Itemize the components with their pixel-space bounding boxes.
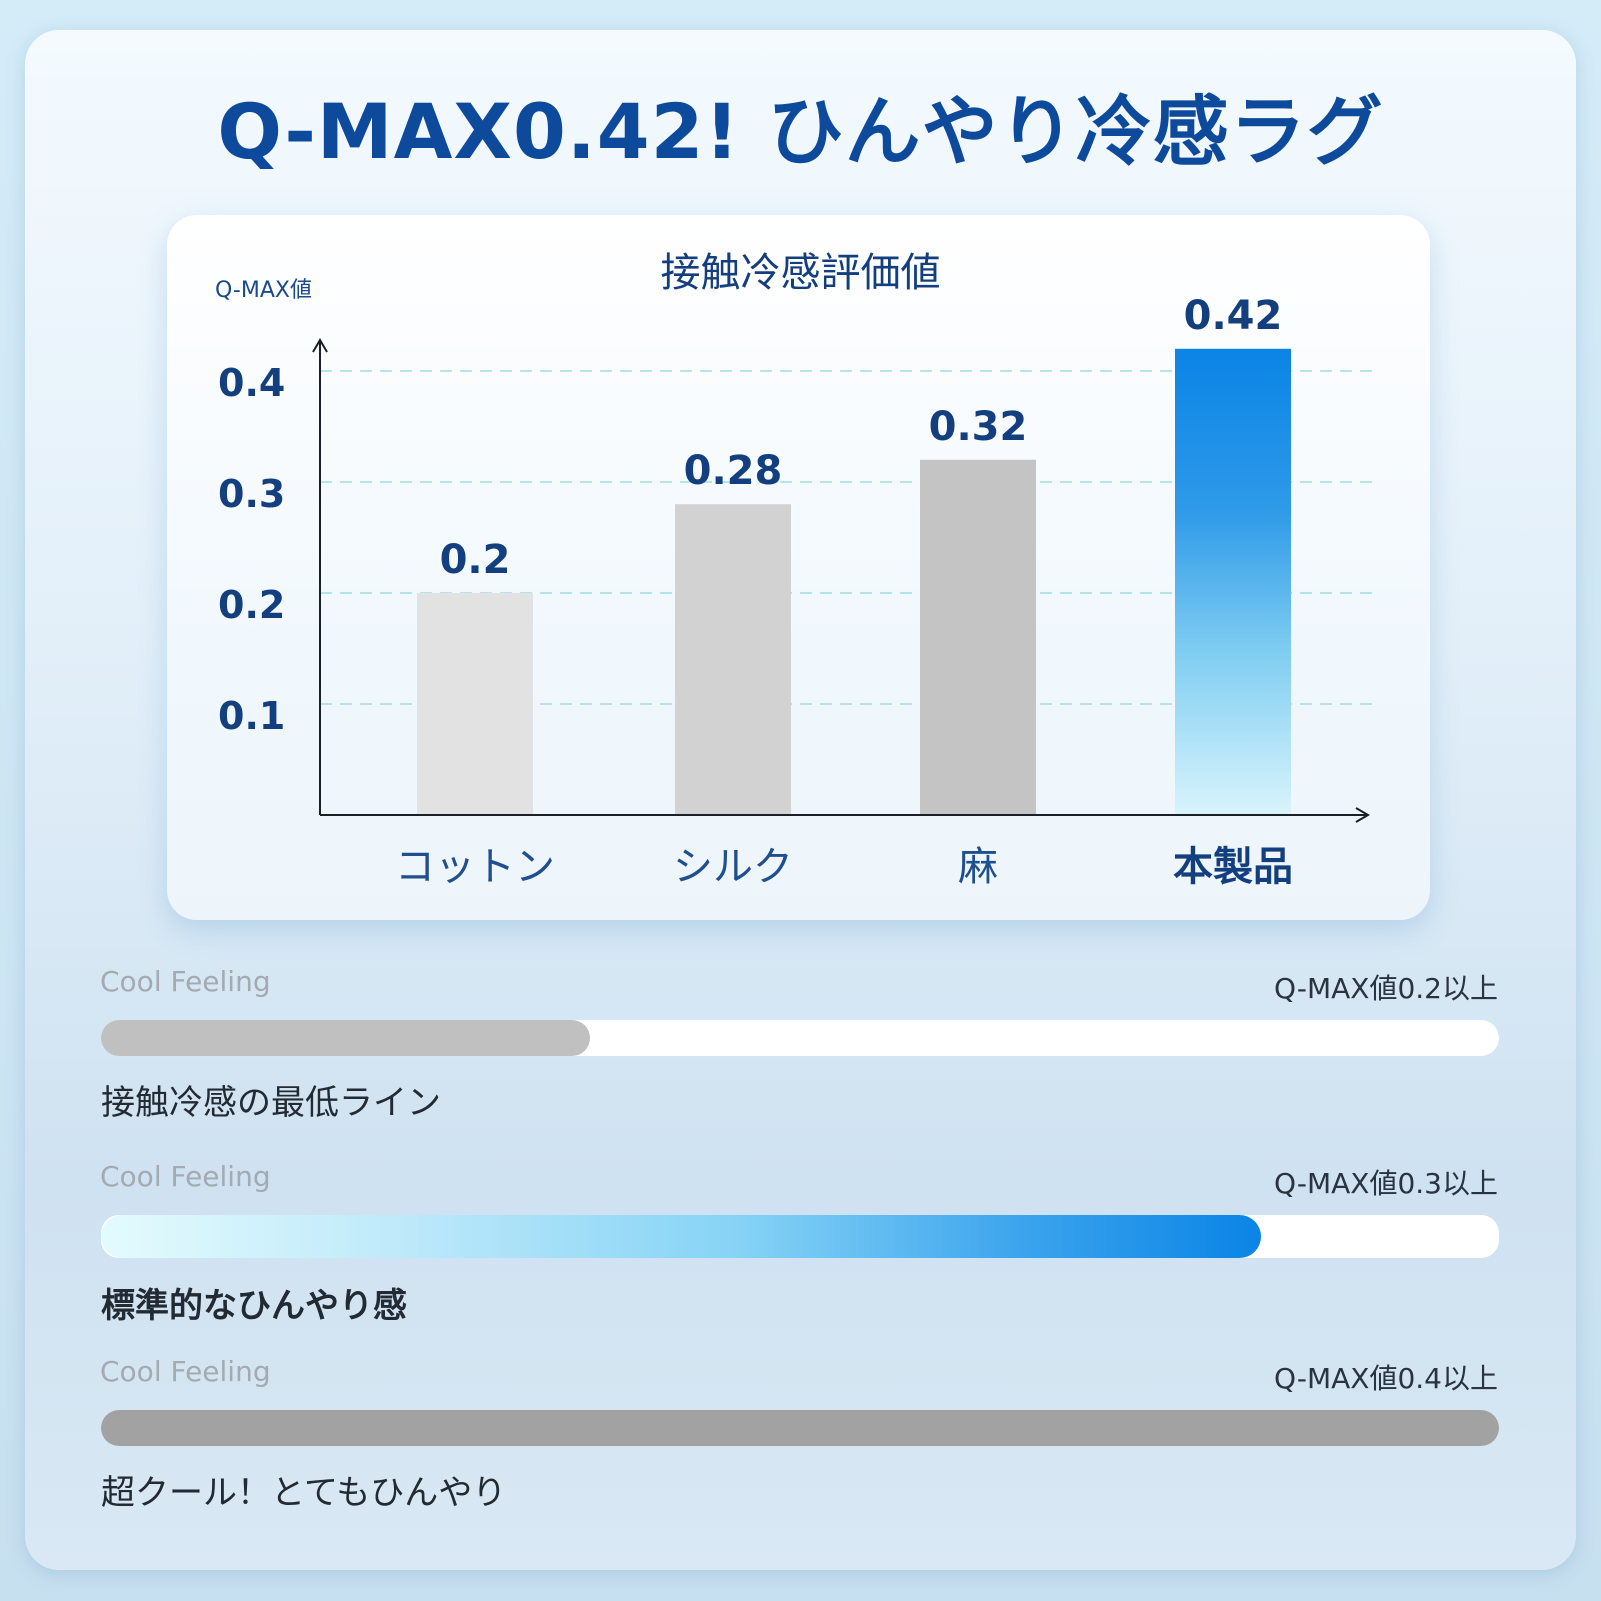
bar-2 [920,459,1036,814]
bar-value-label: 0.28 [684,448,783,494]
y-tick-label: 0.3 [218,472,285,516]
level-fill [101,1410,1499,1446]
bar-3 [1175,348,1291,814]
bar-chart: 0.1 0.2 0.3 0.4 0.2 コットン 0.28 シルク 0.32 麻 0.42 本製品 [218,293,1372,890]
y-tick-label: 0.1 [218,694,285,738]
level-threshold: Q-MAX値0.3以上 [1274,1167,1498,1200]
bar-value-label: 0.32 [929,404,1028,450]
level-description: 接触冷感の最低ライン [101,1083,441,1123]
level-caption: Cool Feeling [100,1355,271,1388]
level-track [101,1410,1499,1446]
level-fill [101,1020,591,1056]
level-threshold: Q-MAX値0.2以上 [1274,972,1498,1005]
y-tick-label: 0.4 [218,361,285,405]
x-category-label: 本製品 [1173,844,1293,890]
level-caption: Cool Feeling [100,965,271,998]
bar-value-label: 0.42 [1184,293,1283,339]
x-category-label: シルク [673,844,793,890]
bar-0 [417,593,533,814]
level-description: 標準的なひんやり感 [101,1286,407,1326]
level-caption: Cool Feeling [100,1160,271,1193]
x-axis-arrow-icon [1355,807,1370,823]
x-category-label: コットン [395,844,555,890]
level-fill [101,1215,1262,1258]
y-axis-title: Q-MAX値 [215,278,312,303]
bar-1 [675,504,791,814]
level-track [101,1215,1499,1258]
level-description: 超クール！とてもひんやり [101,1473,507,1513]
y-axis-arrow-icon [312,338,328,353]
bar-value-label: 0.2 [440,537,511,583]
page-title: Q-MAX0.42! ひんやり冷感ラグ [217,87,1384,176]
chart-title: 接触冷感評価値 [660,250,941,296]
level-threshold: Q-MAX値0.4以上 [1274,1362,1498,1395]
x-category-label: 麻 [958,844,998,890]
level-track [101,1020,1499,1056]
y-tick-label: 0.2 [218,583,285,627]
